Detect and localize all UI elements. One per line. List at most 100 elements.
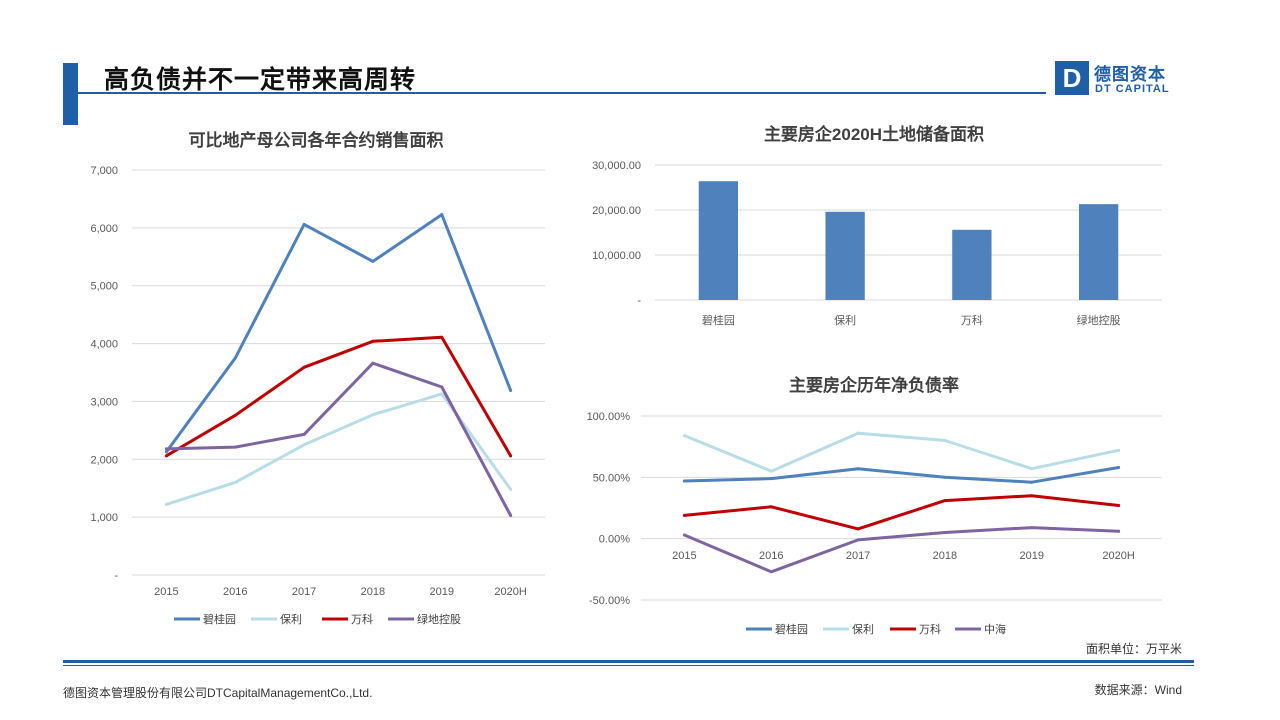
series-line-1-3: [164, 335, 513, 458]
x-tick-label: 2019: [430, 586, 454, 598]
data-point: [233, 445, 237, 449]
y-tick-label: 50.00%: [593, 472, 631, 484]
data-point: [1030, 467, 1034, 471]
unit-note: 面积单位：万平米: [1085, 642, 1182, 656]
title-accent-bar: [63, 63, 78, 125]
y-tick-label: 6,000: [90, 223, 118, 235]
data-point: [509, 487, 513, 491]
data-point: [943, 439, 947, 443]
x-tick-label: 2017: [292, 586, 316, 598]
data-point: [682, 513, 686, 517]
page-title: 高负债并不一定带来高周转: [104, 66, 417, 94]
x-tick-label: 2016: [759, 550, 783, 562]
data-point: [682, 479, 686, 483]
series-line-3-3: [682, 494, 1121, 531]
footer-divider-thin: [63, 665, 1194, 666]
data-point: [1030, 526, 1034, 530]
company-logo: D 德图资本 DT CAPITAL: [1055, 61, 1185, 97]
data-point: [1030, 480, 1034, 484]
data-point: [371, 361, 375, 365]
logo-text-en: DT CAPITAL: [1095, 83, 1170, 95]
data-point: [371, 259, 375, 263]
x-tick-label: 2015: [672, 550, 696, 562]
x-tick-label: 万科: [961, 313, 983, 327]
x-tick-label: 碧桂园: [702, 313, 735, 327]
data-point: [164, 454, 168, 458]
data-point: [509, 513, 513, 517]
data-point: [302, 432, 306, 436]
chart-title: 主要房企2020H土地储备面积: [764, 124, 984, 144]
data-point: [856, 467, 860, 471]
data-point: [943, 475, 947, 479]
data-point: [1030, 494, 1034, 498]
series-line-3-4: [682, 526, 1121, 574]
data-point: [509, 454, 513, 458]
y-tick-label: 1,000: [90, 512, 118, 524]
x-tick-label: 2017: [846, 550, 870, 562]
data-point: [943, 531, 947, 535]
series-line-3-2: [682, 431, 1121, 473]
bar: [825, 211, 865, 300]
data-point: [856, 431, 860, 435]
data-point: [682, 533, 686, 537]
bar: [952, 229, 992, 300]
data-point: [1117, 504, 1121, 508]
legend-label: 万科: [919, 622, 941, 636]
data-point: [856, 527, 860, 531]
data-point: [233, 356, 237, 360]
data-point: [440, 392, 444, 396]
data-point: [233, 480, 237, 484]
legend-label: 绿地控股: [417, 612, 461, 626]
data-point: [371, 413, 375, 417]
data-point: [856, 538, 860, 542]
footer-divider: [63, 660, 1194, 663]
bar: [698, 181, 739, 300]
x-tick-label: 2016: [223, 586, 247, 598]
footer-source: 数据来源：Wind: [1094, 683, 1182, 697]
charts-canvas: 可比地产母公司各年合约销售面积 - 1,000 2,000 3,000 4,000 5,00…: [90, 124, 1162, 636]
y-tick-label: 2,000: [90, 454, 118, 466]
legend-label: 碧桂园: [203, 612, 236, 626]
legend-label: 中海: [984, 622, 1006, 636]
y-tick-label: -50.00%: [589, 595, 630, 607]
x-tick-label: 2020H: [494, 586, 526, 598]
y-tick-label: 30,000.00: [592, 160, 641, 172]
chart-title: 主要房企历年净负债率: [789, 375, 959, 395]
y-tick-label: -: [637, 295, 641, 307]
legend-label: 保利: [852, 622, 874, 636]
x-tick-label: 保利: [834, 313, 856, 327]
series-line-3-1: [682, 466, 1121, 484]
bar: [1078, 204, 1119, 300]
data-point: [769, 570, 773, 574]
y-tick-label: 100.00%: [587, 411, 631, 423]
legend-label: 万科: [351, 612, 373, 626]
logo-text-cn: 德图资本: [1094, 65, 1166, 84]
data-point: [371, 339, 375, 343]
y-tick-label: -: [114, 570, 118, 582]
data-point: [1117, 448, 1121, 452]
y-tick-label: 5,000: [90, 281, 118, 293]
legend-label: 碧桂园: [775, 622, 808, 636]
y-tick-label: 4,000: [90, 339, 118, 351]
series-line-1-4: [164, 361, 513, 517]
data-point: [440, 335, 444, 339]
y-tick-label: 7,000: [90, 165, 118, 177]
x-tick-label: 2018: [361, 586, 385, 598]
x-tick-label: 绿地控股: [1077, 313, 1121, 327]
series-line-1-1: [164, 213, 513, 454]
data-point: [682, 434, 686, 438]
x-tick-label: 2015: [154, 586, 178, 598]
data-point: [1117, 466, 1121, 470]
data-point: [440, 213, 444, 217]
data-point: [1117, 529, 1121, 533]
y-tick-label: 0.00%: [599, 534, 630, 546]
data-point: [164, 502, 168, 506]
data-point: [302, 365, 306, 369]
title-underline: [78, 92, 1046, 94]
data-point: [302, 222, 306, 226]
y-tick-label: 3,000: [90, 396, 118, 408]
x-tick-label: 2019: [1020, 550, 1044, 562]
y-tick-label: 20,000.00: [592, 205, 641, 217]
x-tick-label: 2018: [933, 550, 957, 562]
data-point: [164, 447, 168, 451]
